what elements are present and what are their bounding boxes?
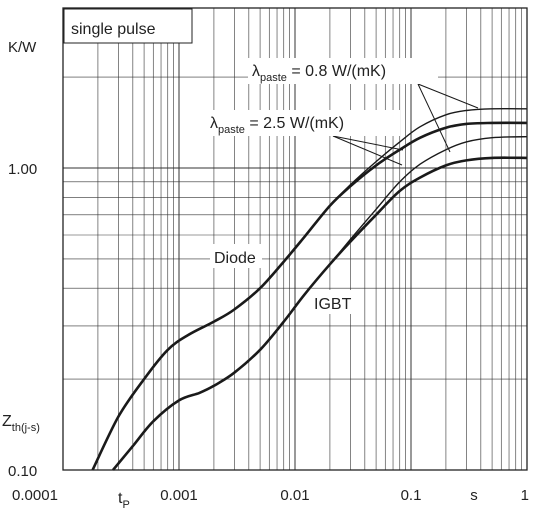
y-axis-symbol: Zth(j-s) [2, 413, 40, 434]
x-tick-label: 0.0001 [12, 487, 58, 504]
chart-curves [91, 108, 528, 471]
x-tick-label: 0.001 [160, 487, 198, 504]
paste-25-label-bg [206, 110, 400, 136]
chart-grid [63, 8, 527, 470]
paste-25-leader-line [332, 135, 404, 151]
y-symbol-main: Z [2, 413, 12, 430]
series-line-diode-2 [91, 121, 528, 471]
lambda-subscript: paste [260, 72, 287, 84]
plot-frame [62, 7, 528, 471]
lambda-symbol: λ [210, 115, 218, 132]
lambda-subscript: paste [218, 124, 245, 136]
legend-box [63, 8, 193, 44]
diode-label-bg [210, 244, 262, 268]
legend-text: single pulse [71, 21, 156, 38]
series-line-igbt-4 [111, 156, 528, 471]
y-tick-label: 1.00 [8, 161, 37, 178]
lambda-value: = 0.8 W/(mK) [287, 63, 386, 80]
igbt-label-bg [310, 290, 360, 314]
tp-main: t [118, 490, 123, 507]
tick-labels: 0.0001 0.001 0.01 0.1 1 0.10 1.00 [8, 161, 529, 504]
paste-08-label: λpaste = 0.8 W/(mK) [252, 63, 386, 84]
paste-25-leader-line [332, 135, 403, 166]
diode-label: Diode [214, 250, 256, 267]
paste-08-label-bg [248, 58, 438, 84]
x-tick-label: 0.1 [401, 487, 422, 504]
x-marker-tp: tP [118, 490, 130, 511]
x-tick-label: 1 [521, 487, 529, 504]
annotation-leader-lines [332, 83, 479, 166]
x-tick-label: 0.01 [280, 487, 309, 504]
paste-08-leader-line [417, 83, 451, 153]
paste-25-label: λpaste = 2.5 W/(mK) [210, 115, 344, 136]
lambda-value: = 2.5 W/(mK) [245, 115, 344, 132]
tp-subscript: P [122, 499, 129, 511]
paste-08-leader-line [417, 83, 479, 109]
lambda-symbol: λ [252, 63, 260, 80]
igbt-label: IGBT [314, 296, 352, 313]
y-symbol-subscript: th(j-s) [12, 422, 40, 434]
y-axis-unit: K/W [8, 39, 37, 56]
x-axis-unit: s [470, 487, 478, 504]
y-tick-label: 0.10 [8, 463, 37, 480]
